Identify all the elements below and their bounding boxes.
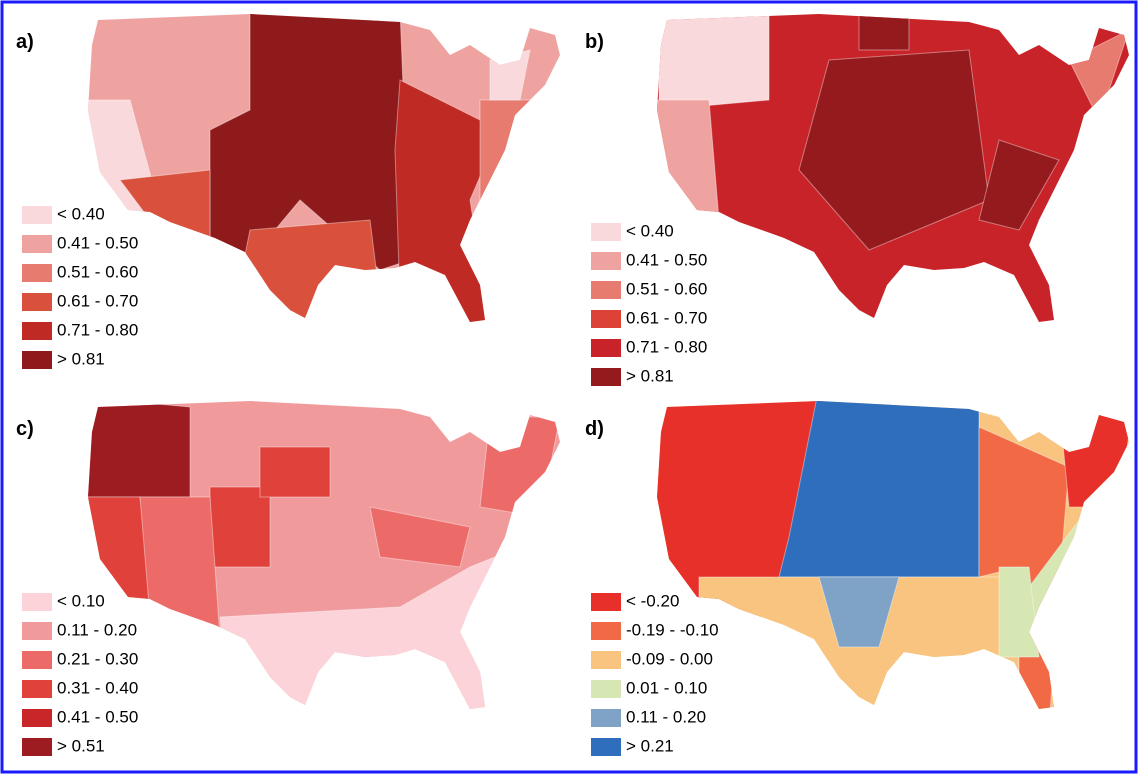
- legend-label: > 0.81: [57, 349, 105, 368]
- legend-label: 0.41 - 0.50: [57, 233, 138, 252]
- legend-label: 0.51 - 0.60: [57, 262, 138, 281]
- panel-label: d): [585, 418, 604, 440]
- legend-label: > 0.81: [626, 366, 674, 385]
- legend-swatch: [591, 252, 621, 270]
- region: [649, 100, 719, 220]
- legend-swatch: [22, 235, 52, 253]
- legend-swatch: [22, 264, 52, 282]
- legend-label: 0.61 - 0.70: [57, 291, 138, 310]
- legend-label: > 0.51: [57, 736, 105, 755]
- panel-label: b): [585, 31, 604, 53]
- legend-swatch: [591, 651, 621, 669]
- legend-label: < 0.40: [57, 204, 105, 223]
- region: [1059, 397, 1134, 507]
- legend-label: 0.71 - 0.80: [57, 320, 138, 339]
- region: [140, 497, 220, 637]
- legend-label: 0.51 - 0.60: [626, 279, 707, 298]
- legend-swatch: [591, 680, 621, 698]
- legend-label: 0.11 - 0.20: [57, 620, 137, 639]
- panel: d) < -0.20 -0.19 - -0.10 -0.09 - 0.00 0.01 -…: [569, 387, 1138, 774]
- legend-swatch: [22, 738, 52, 756]
- panel-label: a): [16, 31, 34, 53]
- legend-swatch: [591, 368, 621, 386]
- legend-swatch: [591, 310, 621, 328]
- legend-swatch: [22, 351, 52, 369]
- legend-label: > 0.21: [626, 736, 674, 755]
- region: [500, 402, 512, 437]
- legend-label: 0.61 - 0.70: [626, 308, 707, 327]
- legend-swatch: [22, 709, 52, 727]
- legend-swatch: [591, 281, 621, 299]
- legend-swatch: [22, 651, 52, 669]
- legend-swatch: [22, 322, 52, 340]
- figure: a) < 0.40 0.41 - 0.50 0.51 - 0.60 0.61 - 0.7…: [0, 0, 1138, 774]
- legend-label: 0.21 - 0.30: [57, 649, 138, 668]
- legend-swatch: [591, 738, 621, 756]
- legend-swatch: [22, 622, 52, 640]
- legend-swatch: [591, 593, 621, 611]
- legend-label: 0.11 - 0.20: [626, 707, 706, 726]
- panel-label: c): [16, 418, 34, 440]
- region: [80, 397, 190, 497]
- region: [210, 487, 270, 567]
- legend-label: 0.71 - 0.80: [626, 337, 707, 356]
- legend-label: -0.19 - -0.10: [626, 620, 719, 639]
- region: [260, 447, 330, 497]
- panel: c) < 0.10 0.11 - 0.20 0.21 - 0.30 0.31 - 0.4…: [0, 387, 569, 774]
- legend-swatch: [22, 293, 52, 311]
- legend-swatch: [22, 680, 52, 698]
- legend-swatch: [591, 622, 621, 640]
- panel: a) < 0.40 0.41 - 0.50 0.51 - 0.60 0.61 - 0.7…: [0, 0, 569, 387]
- legend-swatch: [591, 709, 621, 727]
- legend-swatch: [591, 339, 621, 357]
- legend-label: -0.09 - 0.00: [626, 649, 713, 668]
- region: [240, 220, 380, 325]
- legend-label: < -0.20: [626, 591, 679, 610]
- region: [480, 417, 560, 517]
- legend-label: 0.31 - 0.40: [57, 678, 138, 697]
- legend-label: 0.01 - 0.10: [626, 678, 707, 697]
- legend-swatch: [22, 593, 52, 611]
- legend-label: < 0.10: [57, 591, 105, 610]
- region: [480, 100, 530, 200]
- region: [659, 10, 769, 110]
- legend-label: < 0.40: [626, 221, 674, 240]
- panel: b) < 0.40 0.41 - 0.50 0.51 - 0.60 0.61 - 0.7…: [569, 0, 1138, 387]
- legend-label: 0.41 - 0.50: [57, 707, 138, 726]
- legend-swatch: [22, 206, 52, 224]
- map: [569, 0, 1138, 387]
- legend-swatch: [591, 223, 621, 241]
- region: [859, 10, 909, 50]
- legend-label: 0.41 - 0.50: [626, 250, 707, 269]
